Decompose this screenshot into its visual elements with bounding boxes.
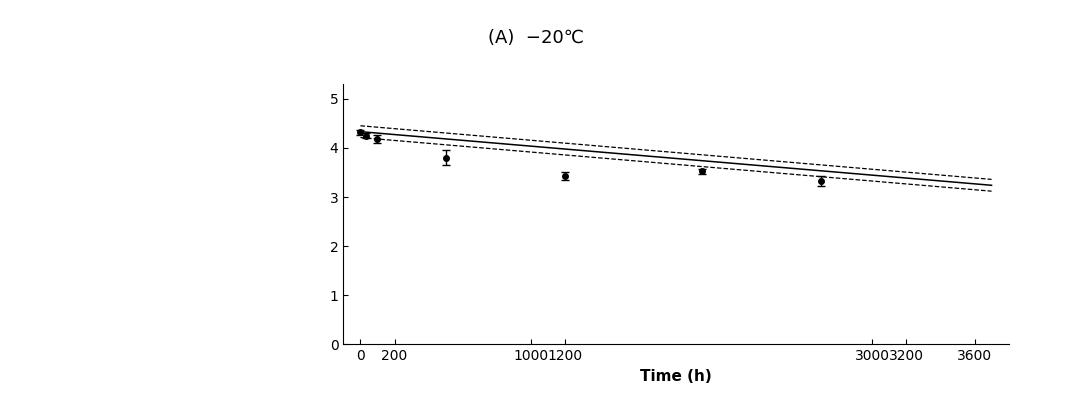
X-axis label: Time (h): Time (h) xyxy=(641,369,711,384)
Text: (A)  −20℃: (A) −20℃ xyxy=(488,29,585,47)
